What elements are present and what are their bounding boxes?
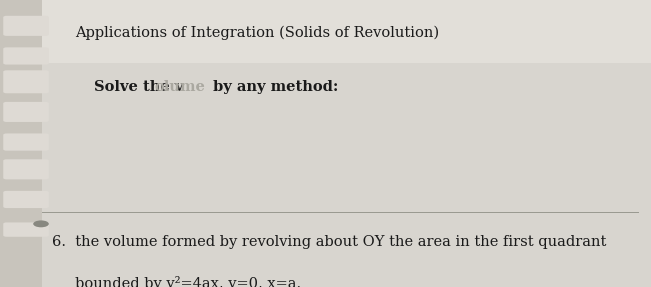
Text: by any method:: by any method: [208,80,339,94]
FancyBboxPatch shape [3,133,49,151]
Bar [42,0,651,63]
FancyBboxPatch shape [3,47,49,65]
Text: bounded by y²=4ax, y=0, x=a.: bounded by y²=4ax, y=0, x=a. [52,276,301,287]
Bar [42,0,651,212]
FancyBboxPatch shape [3,159,49,179]
FancyBboxPatch shape [3,70,49,93]
Text: olume: olume [154,80,205,94]
FancyBboxPatch shape [3,16,49,36]
Text: Solve the v: Solve the v [94,80,184,94]
Text: Applications of Integration (Solids of Revolution): Applications of Integration (Solids of R… [75,26,439,40]
FancyBboxPatch shape [3,191,49,208]
Text: 6.  the volume formed by revolving about OY the area in the first quadrant: 6. the volume formed by revolving about … [52,235,607,249]
FancyBboxPatch shape [3,102,49,122]
FancyBboxPatch shape [3,222,49,237]
Bar [42,212,651,287]
Circle shape [33,220,49,227]
